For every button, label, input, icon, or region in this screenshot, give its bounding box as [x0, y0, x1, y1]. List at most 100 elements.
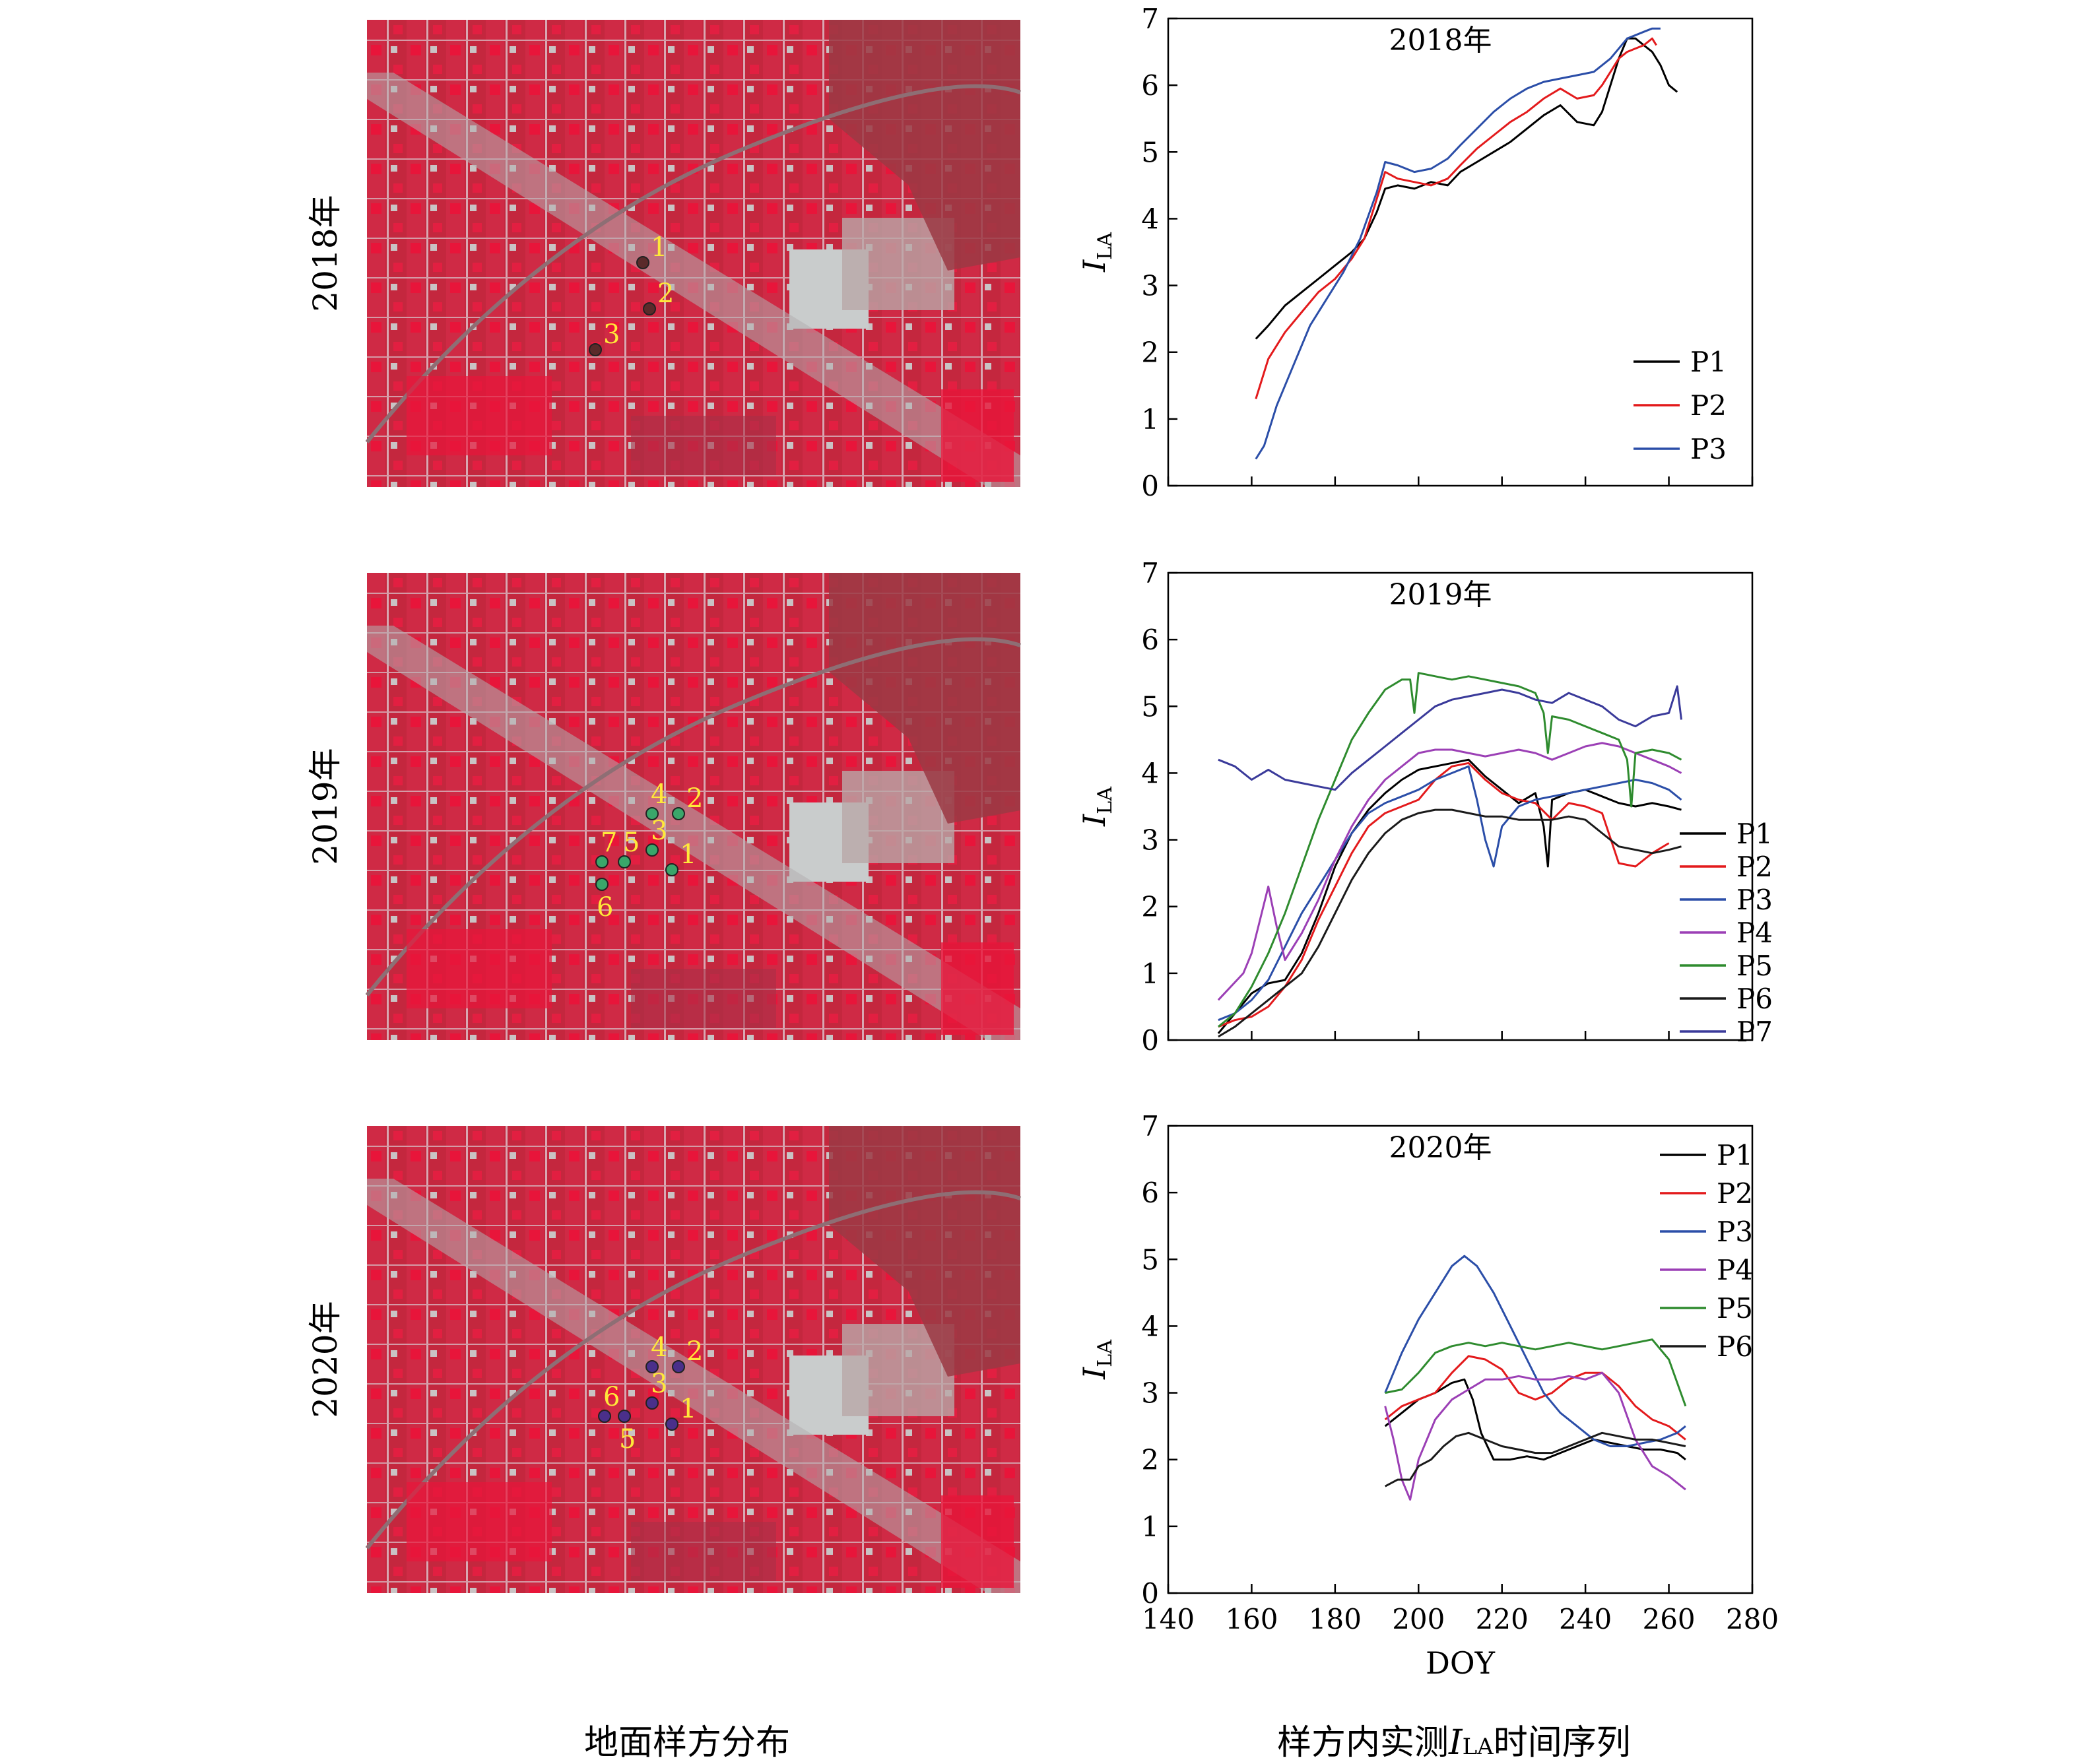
plot-frame [1167, 17, 1754, 487]
series-line-P1 [1384, 1378, 1686, 1461]
y-tick-label: 4 [1141, 203, 1159, 235]
soil-region [829, 20, 1020, 271]
marker-dot [672, 1360, 685, 1373]
series-line-P3 [1384, 1255, 1686, 1447]
x-tick-label: 200 [1392, 1603, 1445, 1635]
marker-label: 2 [686, 1336, 703, 1367]
legend-label: P2 [1736, 851, 1773, 883]
legend-label: P5 [1717, 1292, 1753, 1324]
x-axis-label: DOY [1426, 1645, 1496, 1681]
marker-dot [645, 1396, 659, 1410]
plot-marker-3: 3 [589, 319, 620, 356]
chart-3: 0 1 2 3 4 5 6 7 140 160 180 200 220 240 260 280 DOY ILA 20… [1076, 1110, 1779, 1681]
marker-dot [595, 878, 609, 891]
y-tick-label: 2 [1141, 891, 1159, 923]
legend: P1 P2 P3 P4 P5 P6 [1660, 1139, 1753, 1363]
marker-dot [645, 807, 659, 820]
series-line-P4 [1384, 1371, 1686, 1501]
crop-patch [407, 929, 552, 1008]
y-tick-label: 7 [1141, 557, 1159, 589]
legend-label: P6 [1736, 983, 1773, 1015]
marker-dot [618, 1410, 631, 1423]
crop-patch [631, 416, 776, 475]
x-tick-label: 240 [1559, 1603, 1612, 1635]
y-tick-label: 5 [1141, 690, 1159, 723]
series-line-P3 [1255, 27, 1661, 460]
y-axis-label-sub: LA [1094, 1340, 1117, 1367]
legend-label: P2 [1690, 389, 1727, 422]
legend-label: P6 [1717, 1330, 1753, 1363]
plot-frame [1167, 572, 1754, 1041]
series-line-P2 [1218, 762, 1670, 1028]
y-tick-label: 0 [1141, 1024, 1159, 1057]
y-axis-label-var: I [1076, 814, 1112, 827]
y-axis-label-var: I [1076, 259, 1112, 273]
plot-marker-7: 7 [595, 828, 617, 868]
y-tick-label: 1 [1141, 1511, 1159, 1543]
legend-label: P3 [1690, 433, 1727, 465]
crop-patch [631, 1522, 776, 1581]
y-tick-label: 1 [1141, 403, 1159, 436]
legend-label: P2 [1717, 1177, 1753, 1210]
x-tick-label: 220 [1476, 1603, 1529, 1635]
marker-label: 3 [603, 319, 620, 350]
map-panel-1: 2018年 1 2 3 [306, 20, 1021, 487]
legend-label: P1 [1736, 818, 1773, 850]
y-tick-label: 2 [1141, 1444, 1159, 1476]
x-tick-label: 160 [1225, 1603, 1278, 1635]
series-line-P2 [1255, 37, 1657, 399]
chart-title: 2019年 [1389, 578, 1492, 612]
y-axis-label: ILA [1076, 232, 1117, 273]
chart-1: 0 1 2 3 4 5 6 7 ILA 2018年 P1 P2 P3 [1076, 3, 1754, 502]
y-tick-label: 6 [1141, 1177, 1159, 1209]
legend-label: P4 [1717, 1254, 1753, 1286]
series-line-P2 [1384, 1355, 1686, 1441]
marker-label: 2 [686, 783, 703, 814]
marker-dot [589, 343, 602, 356]
series-line-P1 [1217, 758, 1682, 1034]
y-tick-label: 1 [1141, 958, 1159, 990]
plot-marker-1: 1 [665, 839, 696, 876]
marker-label: 4 [651, 1332, 667, 1363]
plot-marker-5: 5 [618, 828, 640, 868]
marker-label: 1 [651, 232, 667, 263]
y-tick-label: 3 [1141, 270, 1159, 302]
y-axis-label-var: I [1076, 1367, 1112, 1380]
series-line-P4 [1217, 742, 1682, 1001]
y-axis-label: ILA [1076, 787, 1117, 827]
legend-label: P3 [1736, 884, 1773, 916]
crop-patch [941, 389, 1014, 482]
y-tick-label: 5 [1141, 1243, 1159, 1276]
marker-label: 4 [651, 779, 667, 810]
legend-label: P4 [1736, 917, 1773, 949]
chart-title: 2020年 [1389, 1131, 1492, 1165]
marker-label: 3 [651, 816, 667, 846]
left-column-caption: 地面样方分布 [584, 1723, 791, 1763]
marker-label: 5 [623, 828, 640, 858]
series-line-P7 [1218, 685, 1682, 791]
y-tick-label: 3 [1141, 1377, 1159, 1410]
plot-marker-3: 3 [645, 1369, 667, 1410]
series-line-P1 [1255, 37, 1678, 340]
marker-label: 1 [680, 839, 696, 870]
marker-label: 1 [680, 1394, 696, 1424]
y-tick-label: 0 [1141, 470, 1159, 502]
marker-dot [618, 855, 631, 868]
plot-marker-1: 1 [665, 1394, 696, 1431]
x-tick-label: 140 [1142, 1603, 1195, 1635]
crop-patch [941, 942, 1014, 1035]
right-caption-prefix: 样方内实测 [1277, 1723, 1449, 1763]
y-tick-label: 4 [1141, 1310, 1159, 1342]
legend-label: P5 [1736, 950, 1773, 982]
marker-dot [645, 1360, 659, 1373]
series-line-P5 [1385, 1338, 1687, 1407]
marker-dot [665, 1418, 678, 1431]
series-line-P3 [1218, 765, 1682, 1022]
legend: P1 P2 P3 [1634, 346, 1727, 465]
series-line-P6 [1384, 1431, 1686, 1487]
y-tick-label: 4 [1141, 757, 1159, 789]
